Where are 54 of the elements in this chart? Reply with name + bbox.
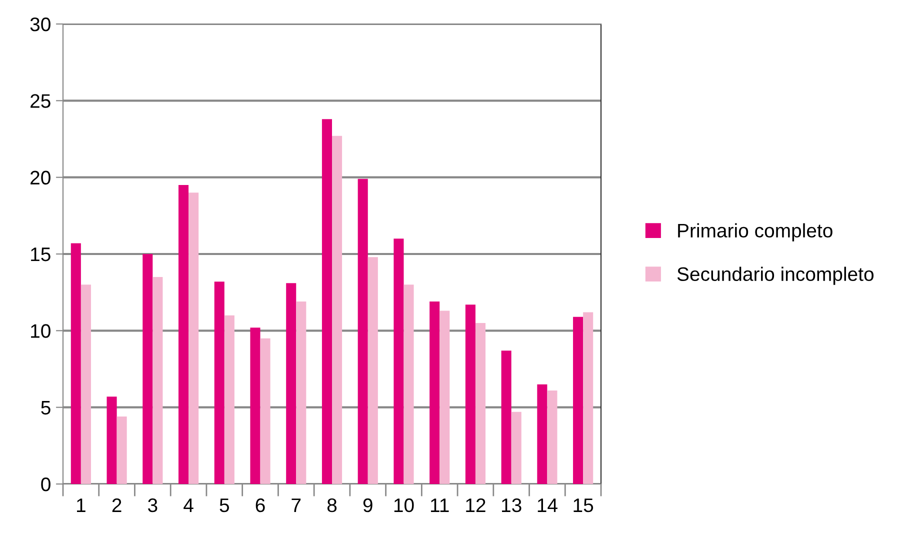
y-tick-label: 0 xyxy=(41,477,50,492)
x-tick-label: 6 xyxy=(256,498,265,512)
bar xyxy=(322,119,332,484)
bar xyxy=(475,323,486,484)
bar xyxy=(80,284,91,484)
bar xyxy=(430,302,440,484)
x-tick-label: 10 xyxy=(394,498,414,512)
y-tick-label: 5 xyxy=(41,401,50,415)
x-tick-label: 4 xyxy=(184,498,194,512)
bar xyxy=(394,238,404,484)
bar xyxy=(501,350,512,484)
bar xyxy=(178,185,189,484)
bar xyxy=(358,178,368,484)
bar xyxy=(465,304,476,484)
x-tick-label: 9 xyxy=(363,498,372,512)
x-tick-label: 14 xyxy=(538,498,558,512)
bar xyxy=(368,257,378,484)
bar xyxy=(511,412,522,484)
bar xyxy=(188,192,199,484)
y-tick-label: 15 xyxy=(31,248,50,262)
x-tick-label: 2 xyxy=(112,498,122,512)
bar xyxy=(440,310,450,484)
bar xyxy=(214,282,224,484)
bar xyxy=(404,284,414,484)
y-tick-label: 20 xyxy=(30,170,50,185)
y-tick-label: 30 xyxy=(30,17,50,32)
bar xyxy=(332,136,342,484)
x-tick-label: 12 xyxy=(466,498,486,512)
legend-label: Primario completo xyxy=(678,223,832,242)
bar xyxy=(286,283,296,484)
bar xyxy=(547,390,558,484)
bar xyxy=(537,384,548,484)
bar xyxy=(116,416,127,484)
bar xyxy=(142,254,153,484)
y-tick-label: 10 xyxy=(31,324,50,338)
bar xyxy=(250,328,260,484)
x-tick-label: 8 xyxy=(327,498,337,512)
bar xyxy=(583,312,594,484)
x-tick-label: 13 xyxy=(502,498,522,512)
x-tick-label: 3 xyxy=(148,498,158,512)
bar xyxy=(224,315,234,484)
bar xyxy=(573,316,584,484)
bar xyxy=(152,277,163,484)
bar xyxy=(70,243,81,484)
y-tick-label: 25 xyxy=(30,94,50,108)
bar xyxy=(260,338,270,484)
x-tick-label: 7 xyxy=(292,498,301,512)
x-tick-label: 15 xyxy=(574,498,594,512)
x-tick-label: 11 xyxy=(430,498,449,512)
bar xyxy=(106,396,117,484)
legend-label: Secundario incompleto xyxy=(677,266,874,285)
x-tick-label: 5 xyxy=(220,498,229,512)
bar xyxy=(296,302,306,484)
x-tick-label: 1 xyxy=(77,498,86,512)
